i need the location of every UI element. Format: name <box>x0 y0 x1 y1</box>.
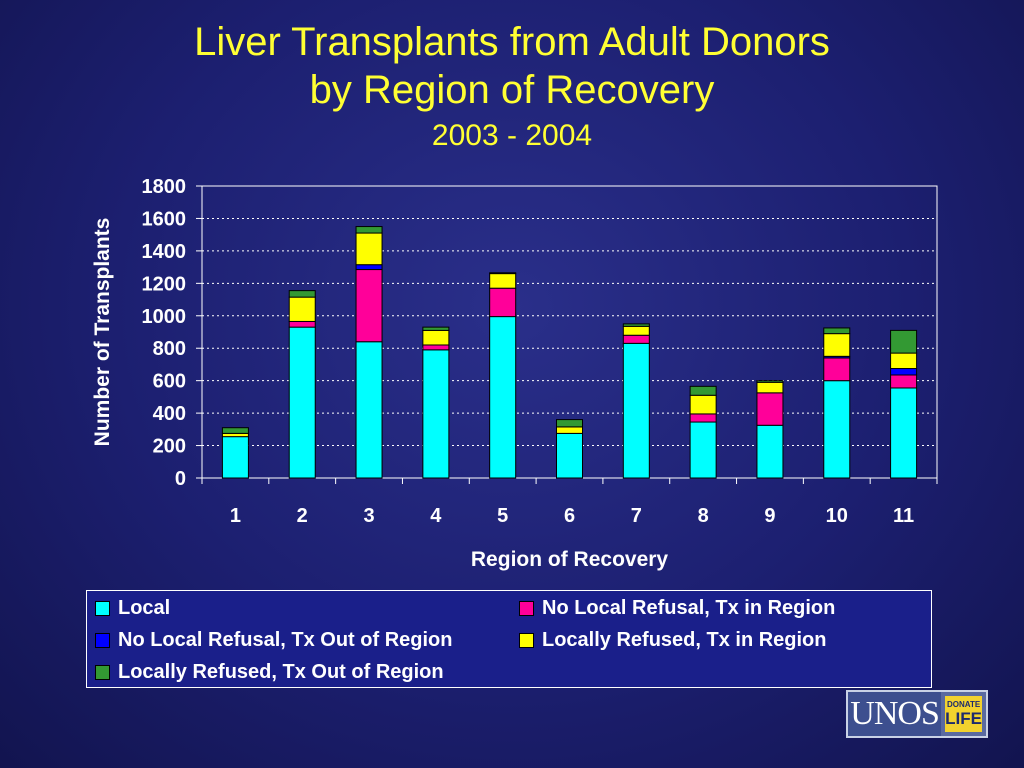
y-tick-label: 1200 <box>142 273 187 295</box>
bar-segment-region-10-series-4 <box>823 327 851 335</box>
x-tick-label: 11 <box>893 505 914 527</box>
legend-swatch-locally-refused-out-of-region <box>95 665 110 680</box>
bar-segment-region-10-series-3 <box>823 333 851 357</box>
bar-segment-region-5-series-3 <box>489 273 517 289</box>
bar-segment-region-7-series-4 <box>622 323 650 327</box>
donate-life-bottom: LIFE <box>945 709 982 728</box>
bar-segment-region-5-series-1 <box>489 287 517 318</box>
x-tick-label: 6 <box>564 505 575 527</box>
y-tick-label: 0 <box>175 468 186 490</box>
y-tick-label: 600 <box>153 371 186 393</box>
bar-segment-region-3-series-2 <box>355 264 383 271</box>
x-tick-label: 10 <box>826 505 848 527</box>
x-axis-label: Region of Recovery <box>471 548 669 571</box>
unos-logo-text: UNOS <box>848 692 942 736</box>
legend-item-locally-refused-out-of-region: Locally Refused, Tx Out of Region <box>95 661 444 684</box>
x-tick-label: 4 <box>430 505 442 527</box>
bar-segment-region-10-series-1 <box>823 357 851 382</box>
bar-segment-region-3-series-3 <box>355 232 383 266</box>
legend-swatch-locally-refused-in-region <box>519 633 534 648</box>
y-tick-label: 1400 <box>142 241 187 263</box>
bar-segment-region-3-series-4 <box>355 226 383 234</box>
bar-segment-region-4-series-0 <box>422 349 450 479</box>
donate-life-badge: DONATE LIFE <box>945 696 982 732</box>
y-tick-label: 400 <box>153 403 186 425</box>
bar-segment-region-9-series-0 <box>756 424 784 479</box>
bar-segment-region-9-series-1 <box>756 392 784 426</box>
bar-segment-region-1-series-4 <box>221 427 249 434</box>
x-tick-label: 2 <box>297 505 308 527</box>
bar-segment-region-5-series-0 <box>489 316 517 479</box>
bar-segment-region-5-series-4 <box>489 272 517 275</box>
legend-label-locally-refused-out-of-region: Locally Refused, Tx Out of Region <box>118 661 444 683</box>
legend-item-no-local-refusal-in-region: No Local Refusal, Tx in Region <box>519 597 835 620</box>
chart-subtitle: 2003 - 2004 <box>431 119 593 152</box>
bar-segment-region-6-series-4 <box>556 419 583 428</box>
x-tick-label: 7 <box>631 505 642 527</box>
bar-segment-region-9-series-3 <box>756 381 784 394</box>
unos-donate-life-logo: UNOS DONATE LIFE <box>846 690 988 738</box>
x-tick-label: 5 <box>497 505 508 527</box>
bar-segment-region-10-series-0 <box>823 380 851 479</box>
legend-item-locally-refused-in-region: Locally Refused, Tx in Region <box>519 629 827 652</box>
y-tick-label: 1600 <box>142 208 187 230</box>
donate-life-top: DONATE <box>946 700 981 709</box>
x-tick-label: 3 <box>363 505 374 527</box>
legend-label-locally-refused-in-region: Locally Refused, Tx in Region <box>542 629 827 651</box>
bar-segment-region-6-series-0 <box>556 432 583 479</box>
chart-title-line-1: Liver Transplants from Adult Donors <box>194 20 830 64</box>
bar-segment-region-11-series-1 <box>890 374 918 389</box>
bar-segment-region-8-series-1 <box>689 413 717 423</box>
bar-segment-region-8-series-4 <box>689 385 717 396</box>
x-tick-label: 9 <box>764 505 775 527</box>
x-tick-label: 1 <box>230 505 241 527</box>
y-tick-label: 200 <box>153 436 186 458</box>
y-tick-label: 1800 <box>142 176 187 198</box>
legend-item-local: Local <box>95 597 170 620</box>
bar-segment-region-11-series-3 <box>890 352 918 370</box>
bar-segment-region-8-series-3 <box>689 394 717 415</box>
y-tick-label: 800 <box>153 338 186 360</box>
bar-segment-region-11-series-4 <box>890 329 918 354</box>
y-tick-label: 1000 <box>142 306 187 328</box>
legend-label-local: Local <box>118 597 171 619</box>
bar-segment-region-4-series-3 <box>422 329 450 346</box>
bar-segment-region-8-series-0 <box>689 421 717 479</box>
bar-segment-region-4-series-1 <box>422 344 450 351</box>
bar-segment-region-9-series-4 <box>756 380 784 383</box>
x-tick-label: 8 <box>698 505 709 527</box>
bar-segment-region-2-series-0 <box>288 326 316 479</box>
bar-segment-region-3-series-1 <box>355 269 383 343</box>
bar-segment-region-4-series-4 <box>422 326 450 331</box>
bar-segment-region-1-series-0 <box>221 436 249 479</box>
bar-segment-region-3-series-0 <box>355 341 383 479</box>
title-block: Liver Transplants from Adult Donors by R… <box>0 18 1024 156</box>
y-axis-label: Number of Transplants <box>91 218 114 447</box>
bar-segment-region-2-series-1 <box>288 320 316 328</box>
chart-title-line-2: by Region of Recovery <box>309 68 715 112</box>
legend-label-no-local-refusal-out-of-region: No Local Refusal, Tx Out of Region <box>118 629 453 651</box>
bar-segment-region-7-series-3 <box>622 325 650 336</box>
bar-segment-region-7-series-0 <box>622 342 650 479</box>
bar-segment-region-6-series-3 <box>556 426 583 434</box>
stacked-bar-chart: 0 200 400 600 800 1000 1200 1400 1600 1800 1 2 3 4 5 6 7… <box>91 176 918 571</box>
bar-segment-region-11-series-0 <box>890 387 918 479</box>
bar-segment-region-11-series-2 <box>890 368 918 376</box>
legend-item-no-local-refusal-out-of-region: No Local Refusal, Tx Out of Region <box>95 629 452 652</box>
legend-swatch-local <box>95 601 110 616</box>
legend-swatch-no-local-refusal-out-of-region <box>95 633 110 648</box>
chart-legend: Local No Local Refusal, Tx in Region No … <box>86 590 932 688</box>
bar-segment-region-2-series-3 <box>288 296 316 322</box>
legend-swatch-no-local-refusal-in-region <box>519 601 534 616</box>
legend-label-no-local-refusal-in-region: No Local Refusal, Tx in Region <box>542 597 836 619</box>
bar-segment-region-2-series-4 <box>288 290 316 298</box>
bar-segment-region-7-series-1 <box>622 334 650 344</box>
